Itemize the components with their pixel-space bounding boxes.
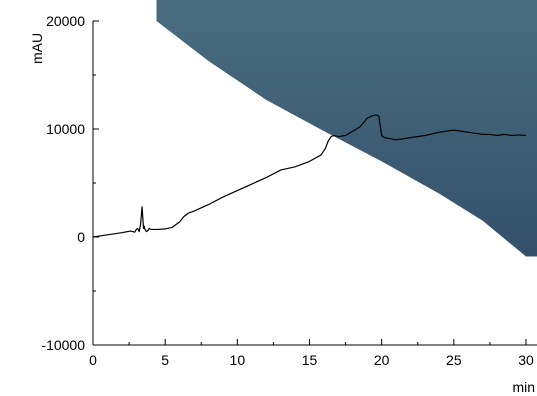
x-tick-label: 5 (161, 352, 169, 368)
y-tick-label: 0 (77, 229, 85, 245)
y-ticks: -10000 0 10000 20000 (41, 13, 99, 353)
x-axis-title: min (512, 379, 535, 395)
y-axis-title: mAU (29, 33, 45, 64)
x-tick-label: 15 (302, 352, 318, 368)
plot-area (93, 0, 537, 257)
y-tick-label: 20000 (46, 13, 85, 29)
x-tick-label: 30 (518, 352, 534, 368)
x-tick-label: 25 (446, 352, 462, 368)
x-tick-label: 0 (89, 352, 97, 368)
series-line (93, 114, 527, 238)
x-tick-label: 20 (374, 352, 390, 368)
x-tick-label: 10 (230, 352, 246, 368)
x-ticks: 0 5 10 15 20 25 30 (89, 339, 534, 368)
y-tick-label: -10000 (41, 337, 85, 353)
overlay-band (156, 0, 537, 257)
y-tick-label: 10000 (46, 121, 85, 137)
